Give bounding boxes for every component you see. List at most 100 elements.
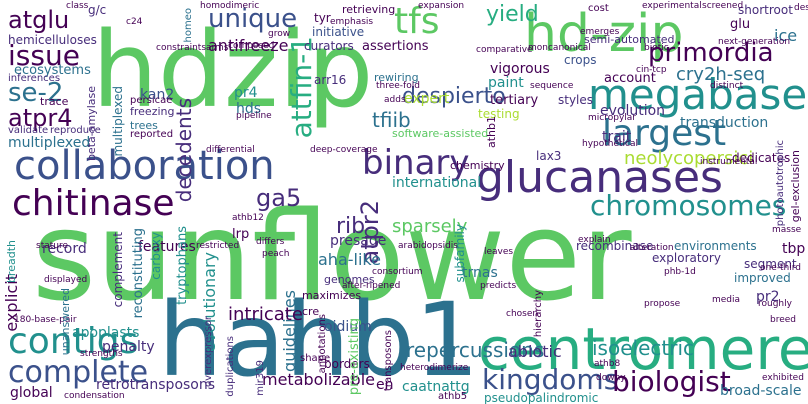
- word-se-2: se-2: [8, 78, 64, 108]
- word-contigs: contigs: [8, 321, 139, 362]
- word-class: class: [66, 1, 89, 11]
- word-crops: crops: [564, 53, 597, 67]
- word-homeo: homeo: [183, 8, 194, 43]
- word-centromere: centromere: [478, 315, 808, 383]
- word-athb12: athb12: [232, 213, 264, 223]
- word-caatnattg: caatnattg: [402, 379, 470, 395]
- word-largest: largest: [602, 113, 727, 154]
- word-neolycopersici: neolycopersici: [624, 148, 754, 169]
- word-guidelines: guidelines: [280, 290, 299, 372]
- word-megabases: megabases: [588, 70, 808, 119]
- word-complement: complement: [111, 232, 125, 308]
- word-apoplasts: apoplasts: [72, 325, 140, 341]
- word-displayed: displayed: [44, 275, 88, 285]
- word-moncanonical: moncanonical: [528, 43, 591, 53]
- word-intricate: intricate: [228, 304, 303, 325]
- word-metabolizable: metabolizable: [262, 370, 375, 389]
- word-desi: desi: [794, 3, 808, 13]
- word-unanswered: unanswered: [59, 288, 72, 356]
- word-breed: breed: [770, 315, 797, 325]
- word-international: international: [392, 175, 482, 191]
- word-atglu: atglu: [8, 6, 70, 34]
- word-gel-exclusion: gel-exclusion: [789, 150, 802, 223]
- word-arabidopsidis: arabidopsidis: [398, 241, 458, 251]
- word-differs: differs: [256, 237, 285, 247]
- word-after-ripened: after-ripened: [342, 281, 401, 291]
- word-borders: borders: [324, 357, 370, 371]
- word-propose: propose: [644, 299, 681, 309]
- word-rib: rib: [336, 214, 366, 239]
- word-tryptophans: tryptophans: [175, 226, 190, 305]
- word-collaboration: collaboration: [14, 143, 275, 189]
- word-abiotic: abiotic: [508, 342, 562, 361]
- word-stature: stature: [36, 241, 69, 251]
- word-aha-like: aha-like: [318, 250, 381, 269]
- word-vigorous: vigorous: [490, 61, 550, 77]
- word-c24: c24: [126, 17, 143, 27]
- word-tfiib: tfiib: [372, 108, 411, 132]
- word-curators: curators: [304, 39, 354, 53]
- word-hds: hds: [236, 101, 262, 117]
- word-kingdoms: kingdoms: [482, 363, 619, 396]
- word-comparative: comparative: [476, 45, 533, 55]
- word-penalty: penalty: [102, 339, 155, 355]
- word-hdzip: hdzip: [92, 9, 374, 131]
- word-pseudopalindromic: pseudopalindromic: [484, 391, 599, 404]
- word-arms: arms: [206, 43, 229, 53]
- word-tfs: tfs: [394, 1, 440, 42]
- word-overexpressor: overexpressor: [203, 316, 214, 388]
- word-sparsely: sparsely: [392, 216, 468, 237]
- word-one-third: one-third: [760, 263, 801, 273]
- word-presage: presage: [330, 233, 387, 249]
- word-initiative: initiative: [312, 25, 365, 39]
- word-glucanases: glucanases: [476, 152, 723, 203]
- word-reconstituting: reconstituting: [131, 228, 146, 319]
- word-features: features: [138, 239, 196, 255]
- word-ecosystems: ecosystems: [14, 63, 91, 78]
- word-shortroot: shortroot: [738, 3, 793, 17]
- word-pipeline: pipeline: [236, 111, 272, 121]
- word-tyr: tyr: [314, 11, 331, 25]
- word-en: en: [376, 377, 394, 393]
- word-media: media: [712, 295, 741, 305]
- word-testing: testing: [478, 107, 520, 121]
- word-repercussions: repercussions: [406, 338, 545, 362]
- word-binary: binary: [362, 143, 470, 183]
- word-tbp: tbp: [782, 241, 806, 257]
- word-sequence: sequence: [530, 81, 574, 91]
- word-reproduce: reproduce: [50, 125, 101, 136]
- word-beta-amylase: beta-amylase: [85, 86, 98, 162]
- word-broad-scale: broad-scale: [720, 383, 802, 399]
- word-athb1: athb1: [485, 116, 498, 149]
- word-trnas: trnas: [462, 265, 498, 281]
- word-multiplexed-h: multiplexed: [8, 135, 91, 151]
- word-explain: explain: [578, 235, 611, 245]
- word-multiplexed: multiplexed: [111, 86, 125, 157]
- word-dedicates: dedicates: [732, 151, 791, 165]
- word-transduction: transduction: [680, 115, 769, 131]
- word-adds: adds: [384, 95, 406, 105]
- word-predicts: predicts: [480, 281, 517, 291]
- word-annotations: annotations: [317, 314, 328, 374]
- word-pre-existing: pre-existing: [347, 318, 362, 396]
- word-chromosomes: chromosomes: [590, 189, 787, 222]
- word-record: record: [42, 241, 87, 257]
- word-trees: trees: [130, 119, 158, 132]
- word-reported: reported: [130, 129, 174, 140]
- word-unique: unique: [208, 4, 298, 34]
- word-strengths: strengths: [80, 349, 123, 359]
- word-differential: differential: [206, 145, 255, 155]
- word-account: account: [604, 71, 656, 86]
- word-lax3: lax3: [536, 149, 562, 163]
- word-maximizes: maximizes: [302, 289, 362, 302]
- word-instrumental: instrumental: [700, 157, 758, 167]
- word-next-generation: next-generation: [718, 37, 791, 47]
- word-shape: shape: [300, 353, 331, 364]
- word-segment: segment: [744, 257, 797, 271]
- word-subfamily: subfamily: [453, 224, 467, 283]
- word-pr2: pr2: [756, 289, 780, 305]
- word-cre: cre: [302, 305, 320, 318]
- word-hd-zip: hd-zip: [524, 4, 684, 64]
- word-carboxy: carboxy: [149, 232, 163, 280]
- word-peach: peach: [262, 249, 290, 259]
